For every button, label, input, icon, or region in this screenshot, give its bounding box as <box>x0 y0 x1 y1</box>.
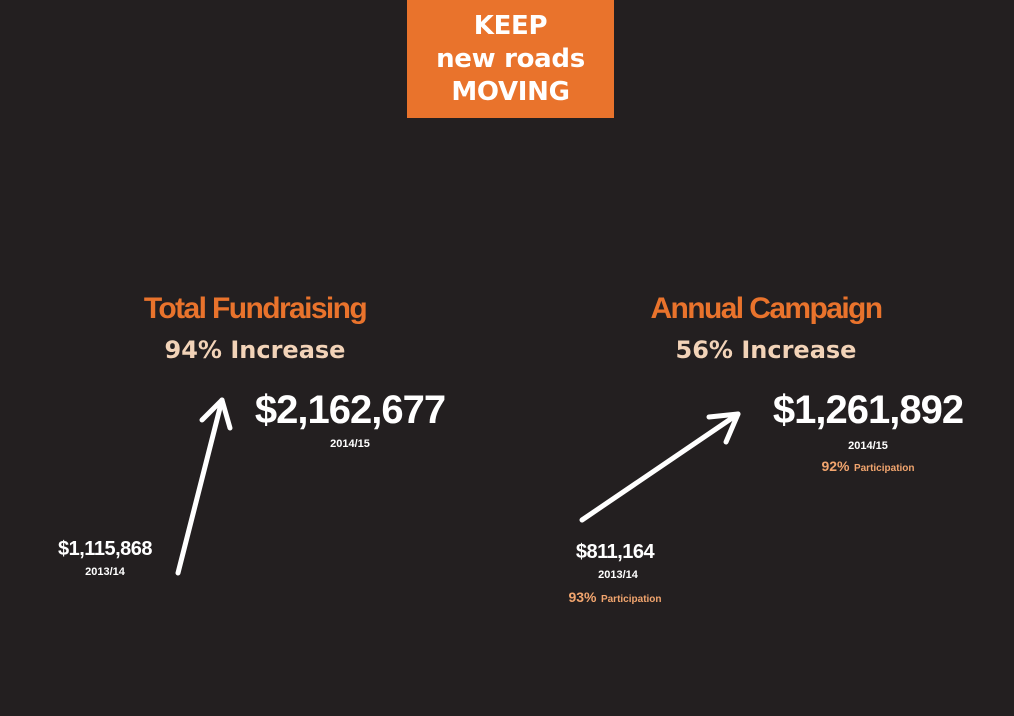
participation-label: Participation <box>853 463 915 474</box>
logo-line-2: new roads <box>436 43 585 74</box>
total-fundraising-current-year: 2014/15 <box>330 438 370 450</box>
total-fundraising-previous-year: 2013/14 <box>85 566 125 578</box>
participation-percent: 92% <box>821 458 850 474</box>
participation-label: Participation <box>600 594 662 605</box>
total-fundraising-current-amount: $2,162,677 <box>254 388 446 432</box>
logo-line-3: MOVING <box>451 76 570 107</box>
annual-campaign-previous-participation: 93% Participation <box>540 589 690 607</box>
annual-campaign-current-participation: 92% Participation <box>793 458 943 476</box>
logo-line-1: KEEP <box>473 10 548 41</box>
annual-campaign-increase: 56% Increase <box>675 336 857 364</box>
participation-percent: 93% <box>568 589 597 605</box>
annual-campaign-current-year: 2014/15 <box>848 440 888 452</box>
total-fundraising-previous-amount: $1,115,868 <box>58 538 153 560</box>
annual-campaign-previous-amount: $811,164 <box>575 541 655 563</box>
annual-campaign-current-amount: $1,261,892 <box>772 388 964 432</box>
arrow-up-icon <box>175 397 233 576</box>
total-fundraising-increase: 94% Increase <box>164 336 346 364</box>
annual-campaign-title: Annual Campaign <box>650 292 883 325</box>
keep-new-roads-moving-logo: KEEP new roads MOVING <box>407 0 614 118</box>
total-fundraising-title: Total Fundraising <box>143 292 368 325</box>
annual-campaign-previous-year: 2013/14 <box>598 569 638 581</box>
arrow-up-right-icon <box>579 411 741 523</box>
